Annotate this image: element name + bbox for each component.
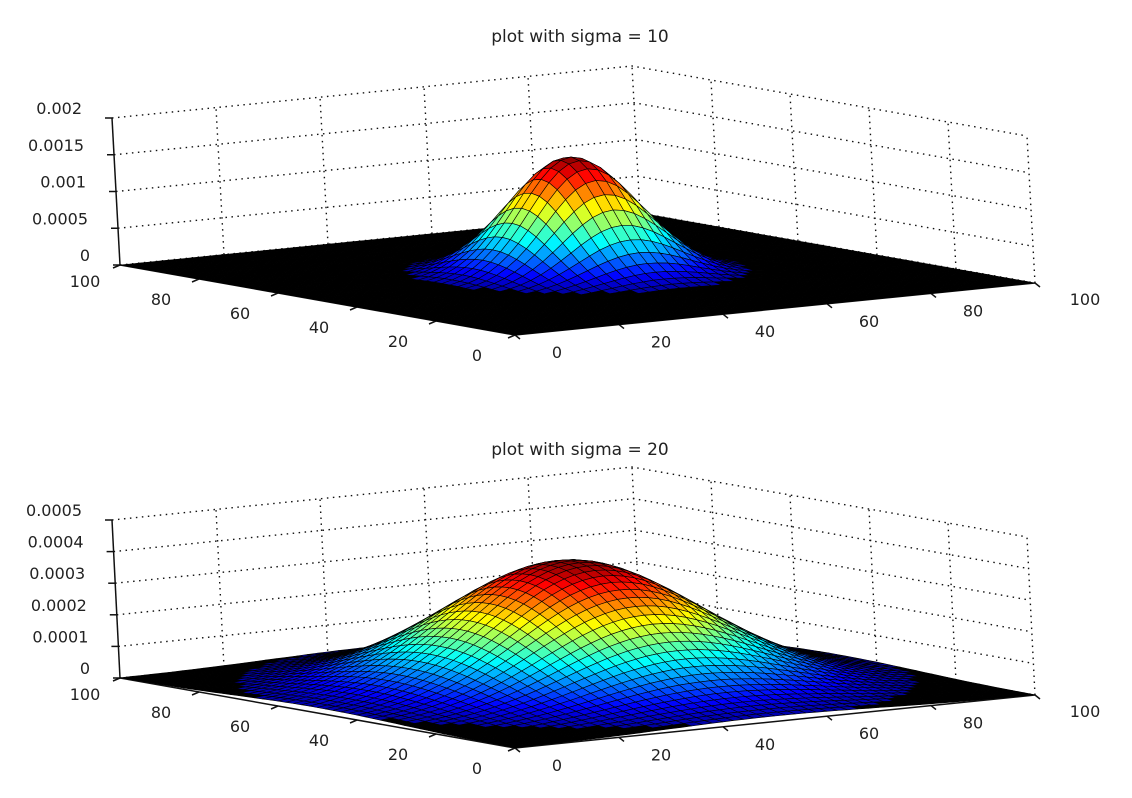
y-tick-label: 40	[309, 731, 329, 750]
x-tick-mark	[618, 324, 625, 330]
z-tick-label: 0.002	[36, 99, 82, 118]
y-tick-label: 100	[70, 272, 101, 291]
z-tick-label: 0.0005	[32, 209, 88, 228]
subplot-sigma-10: plot with sigma = 10 0 0.0005 0.001 0.0015 0.…	[28, 27, 1100, 365]
x-tick-mark	[826, 303, 833, 309]
y-tick-mark	[112, 264, 121, 269]
subplot-sigma-20: plot with sigma = 20 0 0.0001 0.0002 0.0003 0…	[26, 440, 1100, 778]
x-tick-mark	[826, 715, 833, 721]
y-gridline	[868, 508, 878, 668]
x-tick-label: 100	[1070, 290, 1101, 309]
y-tick-mark	[507, 334, 516, 339]
z-tick-label: 0.0001	[32, 627, 88, 646]
plot-title: plot with sigma = 20	[491, 440, 669, 460]
y-tick-mark	[428, 733, 437, 738]
x-gridline	[423, 86, 433, 234]
y-tick-label: 40	[309, 318, 329, 337]
y-gridline	[1026, 536, 1036, 696]
x-tick-mark	[930, 705, 937, 711]
y-gridline	[710, 79, 720, 228]
x-tick-label: 60	[859, 312, 879, 331]
z-axis	[111, 519, 121, 679]
x-tick-mark	[514, 747, 521, 753]
y-gridline	[789, 494, 799, 654]
y-tick-label: 20	[388, 745, 408, 764]
x-gridline	[215, 107, 225, 255]
x-gridline	[631, 65, 641, 214]
y-tick-label: 0	[472, 346, 482, 365]
x-tick-mark	[1034, 694, 1041, 700]
z-gridline	[111, 466, 1028, 538]
y-tick-label: 80	[151, 290, 171, 309]
x-tick-label: 40	[755, 322, 775, 341]
x-tick-label: 40	[755, 735, 775, 754]
z-gridline	[113, 102, 1030, 174]
x-tick-label: 80	[963, 301, 983, 320]
y-tick-label: 100	[70, 685, 101, 704]
z-gridline	[115, 138, 1032, 211]
y-tick-label: 80	[151, 703, 171, 722]
x-gridline	[319, 498, 329, 657]
x-tick-mark	[1034, 282, 1041, 288]
z-tick-label: 0.0004	[28, 533, 84, 552]
y-tick-mark	[428, 320, 437, 325]
y-gridline	[868, 107, 878, 256]
x-tick-mark	[930, 292, 937, 298]
y-tick-mark	[270, 292, 279, 297]
x-tick-label: 100	[1070, 702, 1101, 721]
y-tick-mark	[349, 719, 358, 724]
x-gridline	[319, 97, 329, 245]
z-gridline	[111, 65, 1028, 137]
y-tick-mark	[270, 705, 279, 710]
surface-mesh	[119, 559, 1036, 749]
z-tick-label: 0.0002	[31, 596, 87, 615]
y-tick-label: 60	[230, 304, 250, 323]
z-tick-label: 0.0005	[26, 501, 82, 520]
y-tick-mark	[349, 306, 358, 311]
z-tick-label: 0	[80, 246, 90, 265]
z-tick-label: 0	[80, 659, 90, 678]
x-tick-mark	[722, 313, 729, 319]
x-tick-mark	[514, 334, 521, 340]
x-tick-label: 20	[651, 745, 671, 764]
plot-title: plot with sigma = 10	[491, 27, 669, 47]
y-tick-label: 0	[472, 759, 482, 778]
y-gridline	[1026, 135, 1036, 284]
x-tick-label: 20	[651, 333, 671, 352]
x-tick-label: 0	[552, 756, 562, 775]
x-tick-label: 0	[552, 343, 562, 362]
x-tick-label: 60	[859, 724, 879, 743]
surface-mesh	[119, 156, 1036, 336]
z-gridline	[113, 497, 1029, 570]
x-tick-mark	[618, 736, 625, 742]
z-tick-label: 0.0003	[29, 564, 85, 583]
x-tick-mark	[722, 726, 729, 732]
z-tick-label: 0.001	[40, 173, 86, 192]
y-tick-mark	[191, 691, 200, 696]
y-tick-mark	[507, 747, 516, 752]
y-gridline	[947, 121, 957, 270]
y-gridline	[789, 93, 799, 242]
x-gridline	[215, 509, 225, 668]
y-tick-label: 20	[388, 332, 408, 351]
y-tick-mark	[191, 278, 200, 283]
y-gridline	[947, 522, 957, 682]
y-tick-label: 60	[230, 717, 250, 736]
z-tick-label: 0.0015	[28, 136, 84, 155]
x-tick-label: 80	[963, 714, 983, 733]
